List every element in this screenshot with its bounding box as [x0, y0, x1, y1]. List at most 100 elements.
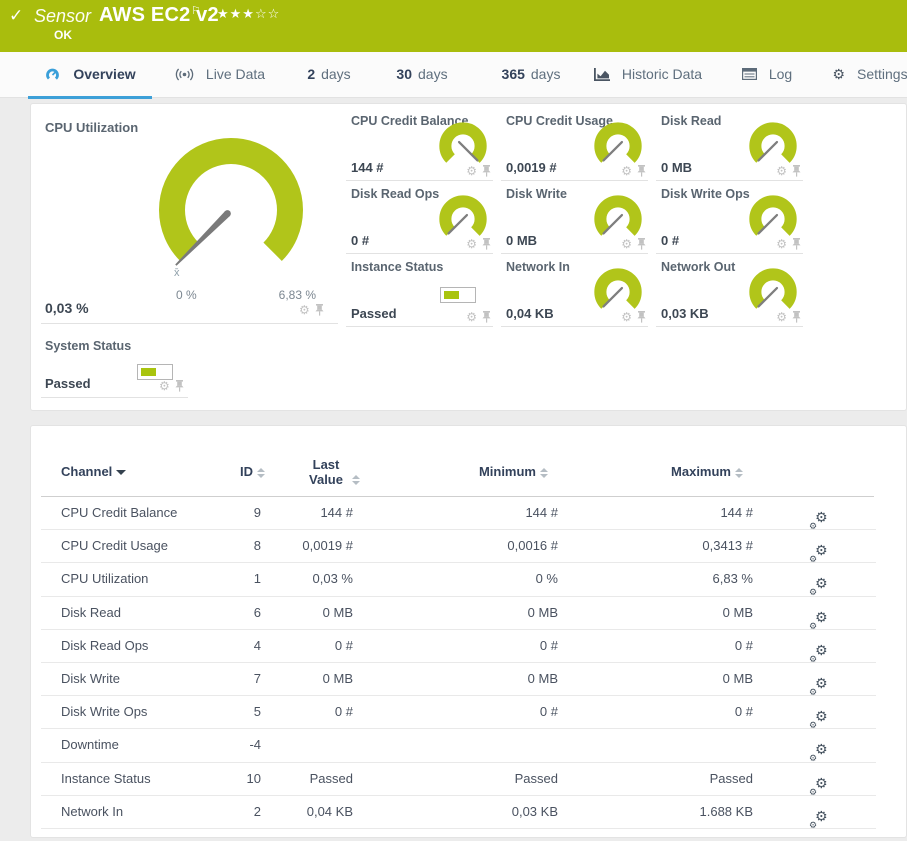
pin-icon[interactable] [792, 165, 801, 177]
column-header-maximum[interactable]: Maximum [621, 464, 743, 479]
channel-name[interactable]: Disk Read [61, 604, 121, 620]
channel-id: 9 [253, 505, 261, 520]
channel-name[interactable]: Disk Write Ops [61, 704, 148, 720]
channel-name[interactable]: CPU Credit Balance [61, 505, 178, 520]
column-label: Last Value [309, 457, 343, 487]
tab-historic-data[interactable]: Historic Data [590, 52, 706, 96]
channel-id: 1 [253, 571, 261, 587]
channel-maximum: 144 # [720, 505, 753, 520]
divider [41, 397, 188, 398]
tab-number: 30 [396, 66, 412, 82]
system-status-value: Passed [45, 376, 91, 391]
channel-settings-icon[interactable]: ⚙ ⚙ [809, 641, 828, 664]
column-header-last-value[interactable]: Last Value [299, 457, 365, 487]
channel-last-value: 0 # [334, 704, 353, 720]
channel-settings-icon[interactable]: ⚙ ⚙ [809, 608, 828, 631]
channel-settings-icon[interactable]: ⚙ ⚙ [809, 509, 828, 531]
channel-name[interactable]: CPU Utilization [61, 571, 149, 587]
pin-icon[interactable] [637, 311, 646, 323]
column-header-channel[interactable]: Channel [61, 464, 127, 479]
table-row[interactable]: CPU Credit Balance 9 144 # 144 # 144 # ⚙… [41, 497, 876, 531]
pin-icon[interactable] [792, 238, 801, 250]
tab-icon [175, 68, 194, 81]
gear-icon[interactable]: ⚙ [466, 164, 477, 178]
channel-settings-icon[interactable]: ⚙ ⚙ [809, 674, 828, 697]
table-row[interactable]: CPU Utilization 1 0,03 % 0 % 6,83 % ⚙ ⚙ [41, 563, 876, 598]
table-row[interactable]: CPU Credit Usage 8 0,0019 # 0,0016 # 0,3… [41, 530, 876, 565]
channel-settings-icon[interactable]: ⚙ ⚙ [809, 708, 828, 731]
channel-minimum: 144 # [525, 505, 558, 520]
pin-icon[interactable] [175, 380, 184, 392]
channel-name[interactable]: Instance Status [61, 770, 151, 786]
channel-settings-icon[interactable]: ⚙ ⚙ [809, 774, 828, 797]
pin-icon[interactable] [637, 238, 646, 250]
channel-last-value: 0 MB [322, 670, 353, 686]
channel-name[interactable]: Network In [61, 803, 124, 819]
channel-settings-icon[interactable]: ⚙ ⚙ [809, 575, 828, 598]
channel-maximum: 0 MB [722, 670, 753, 686]
channel-gauge-value: 0,0019 # [506, 160, 557, 175]
channel-settings-icon[interactable]: ⚙ ⚙ [809, 741, 828, 764]
table-row[interactable]: Instance Status 10 Passed Passed Passed … [41, 763, 876, 797]
table-row[interactable]: Disk Read 6 0 MB 0 MB 0 MB ⚙ ⚙ [41, 597, 876, 631]
gear-icon[interactable]: ⚙ [466, 310, 477, 324]
gear-icon[interactable]: ⚙ [299, 303, 310, 317]
channel-name[interactable]: Disk Read Ops [61, 637, 149, 653]
main-gauge-title: CPU Utilization [45, 120, 139, 135]
tab-days[interactable]: 2 days [295, 52, 357, 96]
gear-icon[interactable]: ⚙ [776, 164, 787, 178]
channel-name[interactable]: CPU Credit Usage [61, 538, 168, 554]
pin-icon[interactable] [637, 165, 646, 177]
table-row[interactable]: Network In 2 0,04 KB 0,03 KB 1.688 KB ⚙ ⚙ [41, 796, 876, 830]
channel-id: 2 [253, 803, 261, 819]
gear-icon[interactable]: ⚙ [466, 237, 477, 251]
column-header-id[interactable]: ID [161, 464, 265, 479]
channel-name[interactable]: Disk Write [61, 670, 120, 686]
channel-minimum: Passed [514, 770, 558, 786]
gear-icon[interactable]: ⚙ [776, 237, 787, 251]
table-row[interactable]: Disk Write 7 0 MB 0 MB 0 MB ⚙ ⚙ [41, 663, 876, 697]
channel-gauge-value: Passed [351, 306, 397, 321]
tab-days[interactable]: 30 days [383, 52, 455, 96]
table-row[interactable]: Downtime -4 ⚙ ⚙ [41, 729, 876, 764]
channel-name[interactable]: Downtime [61, 737, 119, 753]
gear-icon[interactable]: ⚙ [159, 379, 170, 393]
gear-icon[interactable]: ⚙ [621, 310, 632, 324]
channel-last-value: 0 MB [322, 604, 353, 620]
tab-overview[interactable]: Overview [28, 52, 152, 99]
table-row[interactable]: Disk Read Ops 4 0 # 0 # 0 # ⚙ ⚙ [41, 630, 876, 664]
tab-number: 2 [307, 66, 316, 82]
pin-icon[interactable] [482, 311, 491, 323]
tab-label: days [418, 66, 448, 82]
gear-icon[interactable]: ⚙ [776, 310, 787, 324]
tab-live-data[interactable]: Live Data [170, 52, 270, 96]
column-header-minimum[interactable]: Minimum [426, 464, 548, 479]
gear-icon[interactable]: ⚙ [621, 164, 632, 178]
channel-gauge-cell: CPU Credit Balance 144 # ⚙ [346, 108, 493, 181]
channel-minimum: 0 % [535, 571, 558, 587]
gear-icon[interactable]: ⚙ [621, 237, 632, 251]
pin-icon[interactable] [315, 304, 324, 316]
channel-last-value: 0,04 KB [306, 803, 353, 819]
tab-days[interactable]: 365 days [486, 52, 570, 96]
pin-icon[interactable] [482, 165, 491, 177]
tab-number: 365 [501, 66, 525, 82]
pin-icon[interactable] [482, 238, 491, 250]
channel-maximum: 0 MB [722, 604, 753, 620]
pin-icon[interactable] [792, 311, 801, 323]
tab-settings[interactable]: ⚙ Settings [832, 52, 907, 96]
sensor-type-label: Sensor [34, 6, 92, 26]
channel-maximum: 6,83 % [712, 571, 753, 587]
channel-gauge-cell: Network In 0,04 KB ⚙ [501, 254, 648, 327]
priority-flag-icon[interactable]: ⚐ [191, 5, 201, 17]
channel-settings-icon[interactable]: ⚙ ⚙ [809, 542, 828, 565]
channel-gauge-title: Disk Read Ops [351, 187, 440, 201]
table-row[interactable]: Disk Write Ops 5 0 # 0 # 0 # ⚙ ⚙ [41, 696, 876, 731]
channel-settings-icon[interactable]: ⚙ ⚙ [809, 807, 828, 830]
tab-log[interactable]: Log [740, 52, 794, 96]
tab-label: Settings [856, 66, 907, 82]
gauge-needle [757, 140, 779, 162]
gauge-actions: ⚙ [299, 304, 324, 316]
channel-gauge-value: 0 # [661, 233, 680, 248]
priority-stars[interactable]: ★★★☆☆ [217, 6, 281, 21]
